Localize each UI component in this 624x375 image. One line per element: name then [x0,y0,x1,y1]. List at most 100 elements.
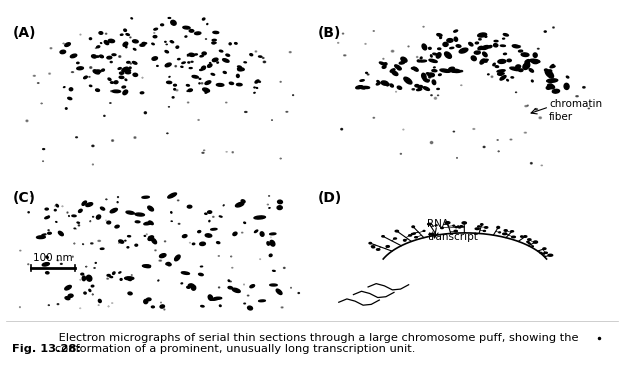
Ellipse shape [437,48,441,50]
Text: (B): (B) [318,26,341,40]
Ellipse shape [182,272,190,274]
Ellipse shape [479,39,481,40]
Ellipse shape [267,242,270,245]
Ellipse shape [148,206,154,211]
Ellipse shape [484,230,485,231]
Ellipse shape [270,233,276,235]
Ellipse shape [188,284,193,287]
Ellipse shape [69,88,73,91]
Ellipse shape [504,53,507,55]
Ellipse shape [236,83,242,86]
Ellipse shape [457,226,459,227]
Ellipse shape [144,299,148,304]
Ellipse shape [553,27,554,28]
Ellipse shape [510,139,512,140]
Ellipse shape [226,54,230,56]
Ellipse shape [202,18,205,20]
Ellipse shape [485,36,487,38]
Ellipse shape [205,213,207,214]
Ellipse shape [409,235,412,236]
Ellipse shape [453,225,455,226]
Ellipse shape [238,69,242,71]
Ellipse shape [235,202,244,207]
Ellipse shape [67,212,68,213]
Ellipse shape [460,226,462,227]
Ellipse shape [188,53,195,56]
Ellipse shape [233,232,237,236]
Ellipse shape [135,213,144,216]
Ellipse shape [77,222,79,223]
Ellipse shape [403,129,404,130]
Ellipse shape [232,152,233,153]
Ellipse shape [495,66,499,68]
Ellipse shape [65,297,70,300]
Ellipse shape [454,230,457,232]
Ellipse shape [298,292,300,294]
Ellipse shape [187,102,189,103]
Ellipse shape [523,63,530,69]
Ellipse shape [254,92,255,93]
Ellipse shape [187,54,189,55]
Ellipse shape [429,47,431,49]
Text: Electron micrographs of serial thin sections through a large chromosome puff, sh: Electron micrographs of serial thin sect… [55,333,578,354]
Ellipse shape [120,72,124,74]
Ellipse shape [440,69,451,72]
Ellipse shape [254,216,265,219]
Ellipse shape [86,203,93,207]
Ellipse shape [211,74,215,75]
Ellipse shape [504,34,509,36]
Ellipse shape [433,53,437,55]
Ellipse shape [110,82,114,83]
Ellipse shape [154,28,157,30]
Ellipse shape [149,221,154,225]
Ellipse shape [277,206,282,210]
Ellipse shape [106,199,107,200]
Ellipse shape [254,87,255,88]
Ellipse shape [135,244,138,246]
Ellipse shape [171,41,173,43]
Ellipse shape [220,305,221,306]
Ellipse shape [99,299,101,303]
Ellipse shape [516,65,520,68]
Ellipse shape [203,88,210,92]
Ellipse shape [123,90,128,94]
Ellipse shape [87,275,92,281]
Ellipse shape [120,34,123,35]
Ellipse shape [427,223,431,225]
Ellipse shape [119,240,124,243]
Ellipse shape [125,79,127,81]
Ellipse shape [173,88,175,90]
Ellipse shape [429,233,433,235]
Ellipse shape [97,70,101,72]
Ellipse shape [129,279,131,280]
Ellipse shape [417,60,420,62]
Ellipse shape [77,62,79,64]
Ellipse shape [510,67,520,70]
Ellipse shape [160,24,163,26]
Ellipse shape [368,74,369,75]
Ellipse shape [532,60,538,64]
Ellipse shape [462,222,466,224]
Ellipse shape [460,70,462,72]
Ellipse shape [89,290,91,291]
Ellipse shape [497,73,502,75]
Ellipse shape [280,158,281,159]
Ellipse shape [202,52,206,55]
Ellipse shape [95,89,99,92]
Ellipse shape [537,48,539,49]
Ellipse shape [211,228,217,230]
Ellipse shape [230,82,233,84]
Ellipse shape [241,232,243,233]
Ellipse shape [140,44,142,45]
Ellipse shape [450,47,454,49]
Ellipse shape [360,80,364,81]
Ellipse shape [154,36,157,38]
Ellipse shape [158,280,159,281]
Ellipse shape [507,80,509,81]
Ellipse shape [71,54,77,58]
Ellipse shape [480,224,483,225]
Ellipse shape [256,87,258,88]
Ellipse shape [359,86,365,89]
Ellipse shape [436,225,437,226]
Ellipse shape [112,140,114,141]
